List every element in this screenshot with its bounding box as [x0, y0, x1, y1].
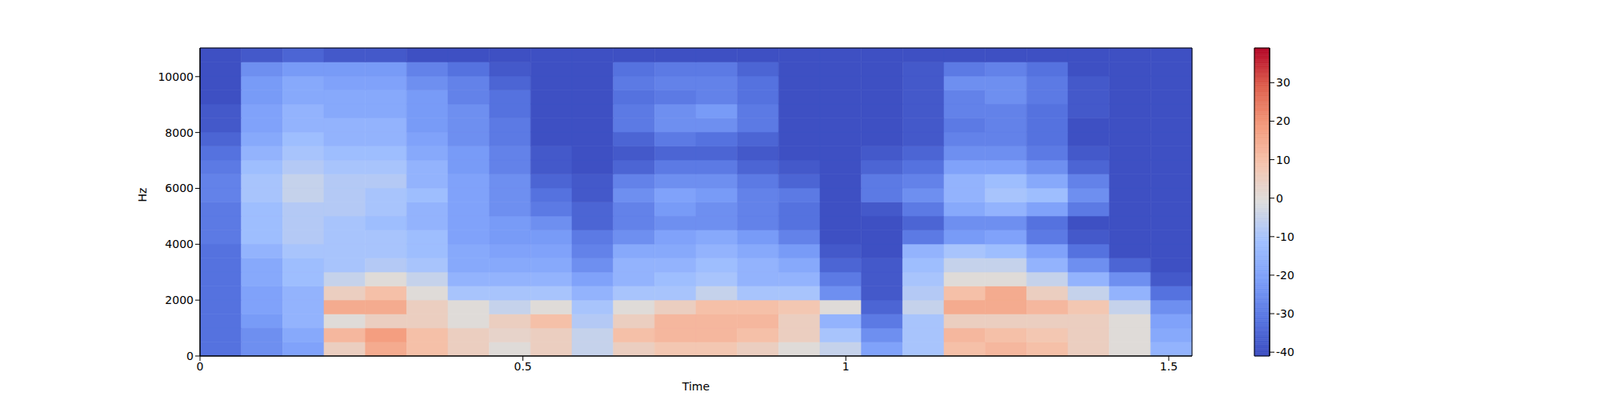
svg-text:0: 0: [1276, 192, 1284, 205]
svg-text:10000: 10000: [157, 70, 194, 84]
svg-text:6000: 6000: [164, 181, 194, 195]
svg-text:-30: -30: [1276, 307, 1295, 320]
svg-text:1.5: 1.5: [1160, 360, 1178, 373]
svg-text:20: 20: [1276, 114, 1291, 128]
svg-text:0: 0: [186, 349, 194, 363]
svg-text:Time: Time: [681, 380, 710, 393]
svg-text:8000: 8000: [164, 126, 194, 140]
svg-text:0: 0: [196, 360, 204, 373]
svg-text:1: 1: [842, 360, 850, 373]
svg-text:30: 30: [1276, 76, 1291, 89]
svg-text:2000: 2000: [164, 293, 194, 307]
svg-text:-20: -20: [1276, 268, 1295, 282]
svg-text:Hz: Hz: [136, 188, 149, 203]
svg-text:-40: -40: [1276, 345, 1295, 359]
svg-text:0.5: 0.5: [514, 360, 532, 373]
svg-text:-10: -10: [1276, 230, 1295, 244]
svg-text:4000: 4000: [164, 237, 194, 251]
svg-text:10: 10: [1276, 153, 1291, 167]
